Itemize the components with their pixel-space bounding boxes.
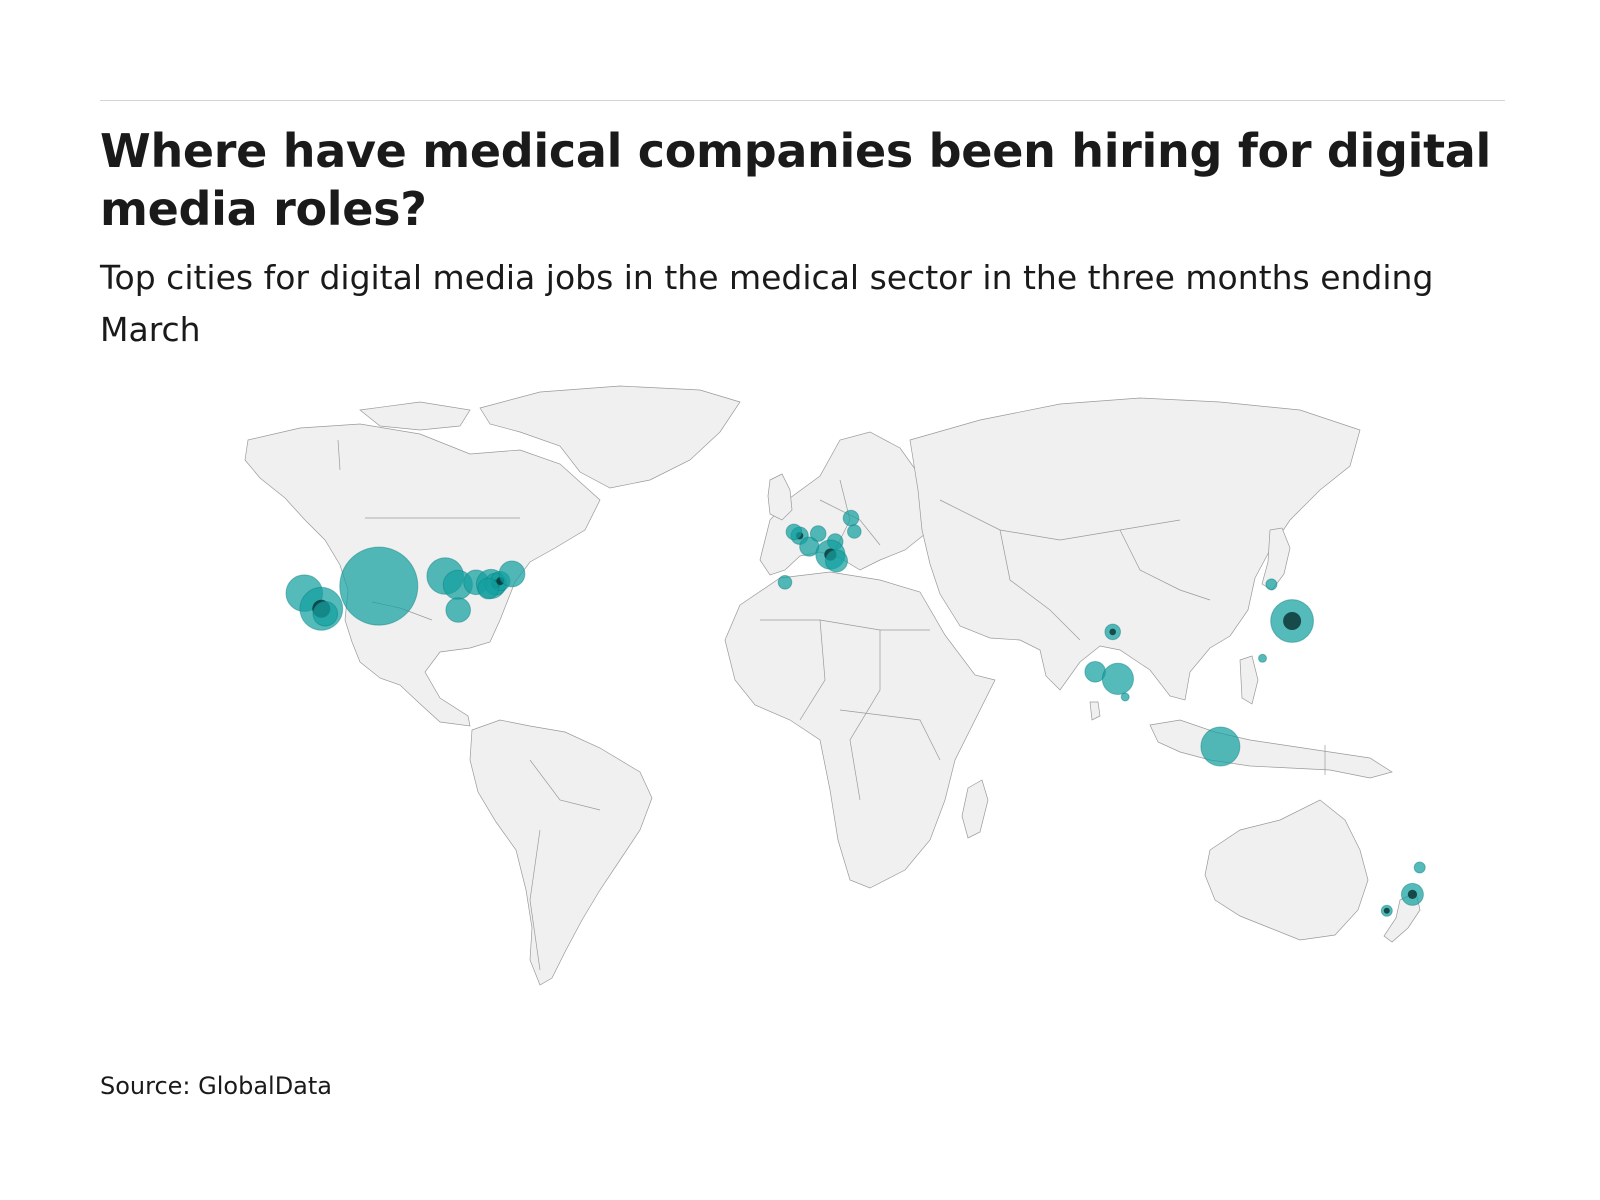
city-bubble [825, 549, 848, 573]
border-asia-1 [939, 499, 1181, 541]
border-africa-2 [799, 619, 826, 721]
land-asia [909, 397, 1361, 701]
city-bubble [777, 575, 793, 590]
top-rule [100, 100, 1505, 101]
city-bubble [809, 525, 827, 542]
border-africa-3 [849, 630, 881, 801]
land-sea-islands [1149, 719, 1393, 779]
land-sri-lanka [1089, 701, 1101, 721]
land-great-britain [767, 473, 793, 521]
land-layer [244, 385, 1421, 986]
land-australia [1204, 799, 1369, 941]
border-south-america-2 [529, 829, 541, 971]
border-asia-3 [1119, 529, 1211, 601]
border-asia-2 [999, 529, 1081, 641]
city-bubble-core [1383, 907, 1390, 914]
city-bubble [1413, 861, 1426, 874]
border-europe-1 [819, 499, 881, 546]
city-bubble [445, 597, 472, 623]
land-arctic-islands [359, 401, 471, 431]
border-south-america-1 [529, 759, 601, 811]
land-madagascar [961, 779, 989, 839]
chart-subtitle: Top cities for digital media jobs in the… [100, 258, 1434, 349]
city-bubble [477, 577, 500, 600]
city-bubble [1258, 653, 1267, 663]
land-philippines [1239, 655, 1259, 705]
land-north-america [244, 423, 601, 727]
city-bubble [1265, 578, 1278, 591]
city-bubble [1101, 662, 1135, 695]
border-alaska [337, 439, 341, 471]
border-africa-1 [760, 619, 930, 631]
city-bubble [498, 560, 526, 588]
city-bubble [1200, 726, 1241, 767]
land-south-america [469, 719, 653, 986]
city-bubble-core [1109, 628, 1116, 636]
city-bubble [785, 523, 803, 541]
source-note: Source: GlobalData [100, 1072, 333, 1100]
city-bubble [1120, 692, 1130, 702]
city-bubble [312, 601, 339, 627]
city-bubble [847, 524, 862, 539]
bubble-layer [285, 509, 1426, 917]
land-greenland [479, 385, 741, 489]
city-bubble-core [1283, 612, 1302, 630]
border-africa-4 [839, 709, 941, 761]
land-japan [1261, 527, 1291, 591]
chart-title: Where have medical companies been hiring… [100, 124, 1492, 236]
world-map [244, 385, 1426, 986]
city-bubble [842, 509, 860, 527]
city-bubble [339, 546, 419, 626]
city-bubble-core [1407, 889, 1417, 899]
land-africa [724, 571, 996, 889]
